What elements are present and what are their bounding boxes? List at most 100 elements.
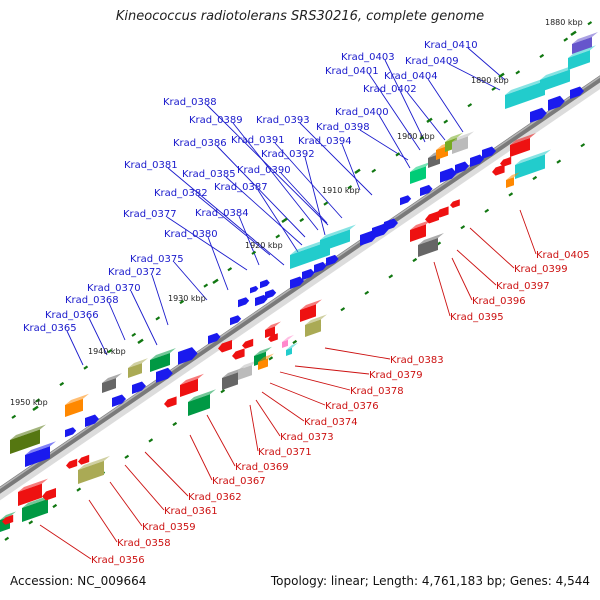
leader-line <box>274 142 343 219</box>
leader-line <box>88 317 108 356</box>
gene-label: Krad_0377 <box>123 209 177 220</box>
leader-line <box>451 257 473 301</box>
gene-arrow <box>570 86 584 99</box>
gene-arrow <box>482 146 496 159</box>
scale-tick <box>426 117 433 124</box>
gene-block <box>510 133 536 157</box>
gene-block <box>25 441 56 467</box>
leader-line <box>359 129 409 161</box>
leader-line <box>406 91 446 141</box>
leader-line <box>519 209 537 255</box>
leader-line <box>269 382 326 406</box>
gene-block <box>572 32 598 54</box>
leader-line <box>341 143 361 191</box>
gene-label: Krad_0358 <box>117 538 171 549</box>
scale-tick <box>412 257 418 263</box>
scale-tick <box>364 290 370 295</box>
gene-block <box>305 314 327 337</box>
leader-line <box>206 414 236 467</box>
scale-tick <box>107 349 113 354</box>
gene-label: Krad_0359 <box>142 522 196 533</box>
accession-text: Accession: NC_009664 <box>10 574 147 588</box>
gene-arrow <box>156 367 173 383</box>
gene-label: Krad_0399 <box>514 264 568 275</box>
gene-block <box>102 373 122 393</box>
scale-tick <box>203 283 209 288</box>
gene-block <box>128 358 148 378</box>
scale-tick <box>268 356 274 361</box>
scale-tick <box>281 217 288 224</box>
scale-tick <box>148 438 154 443</box>
scale-tick <box>515 70 521 75</box>
gene-label: Krad_0371 <box>258 447 312 458</box>
scale-tick <box>443 119 449 124</box>
gene-label: Krad_0383 <box>390 355 444 366</box>
gene-block <box>300 299 322 322</box>
scale-tick <box>580 143 586 148</box>
scale-tick <box>532 175 538 181</box>
leader-line <box>279 371 351 391</box>
scale-tick <box>299 217 305 223</box>
leader-line <box>173 261 208 301</box>
gene-label: Krad_0365 <box>23 323 77 334</box>
leader-line <box>456 249 497 286</box>
scale-tick <box>220 389 226 394</box>
scale-label: 1890 kbp <box>471 76 509 85</box>
scale-tick <box>419 135 425 141</box>
gene-arrow <box>242 338 254 349</box>
gene-labels: Krad_0410 Krad_0403 Krad_0409 Krad_0401 Krad… <box>23 40 590 566</box>
gene-label: Krad_0405 <box>536 250 590 261</box>
gene-label: Krad_0366 <box>45 310 99 321</box>
leader-line <box>225 176 303 246</box>
scale-tick <box>323 201 329 206</box>
leader-line <box>294 365 370 375</box>
gene-arrow <box>265 289 277 300</box>
gene-block <box>452 131 474 154</box>
gene-label: Krad_0397 <box>496 281 550 292</box>
gene-label: Krad_0390 <box>237 165 291 176</box>
gene-arrow <box>268 333 278 342</box>
gene-arrow <box>450 199 460 208</box>
leader-line <box>109 481 143 527</box>
gene-label: Krad_0374 <box>304 417 358 428</box>
gene-label: Krad_0392 <box>261 149 315 160</box>
gene-label: Krad_0387 <box>214 182 268 193</box>
gene-label: Krad_0361 <box>164 506 218 517</box>
scale-tick <box>347 185 353 190</box>
gene-label: Krad_0395 <box>450 312 504 323</box>
gene-label: Krad_0381 <box>124 160 178 171</box>
gene-label: Krad_0367 <box>212 476 266 487</box>
scale-tick <box>83 365 89 370</box>
gene-label: Krad_0356 <box>91 555 145 566</box>
scale-label: 1950 kbp <box>10 398 48 407</box>
scale-tick <box>484 208 490 213</box>
scale-tick <box>59 381 65 387</box>
gene-label: Krad_0368 <box>65 295 119 306</box>
gene-block <box>568 45 596 70</box>
gene-features <box>0 32 598 532</box>
scale-label: 1920 kbp <box>245 241 283 250</box>
gene-arrow <box>230 315 242 326</box>
leader-line <box>280 172 328 224</box>
gene-arrow <box>255 294 268 307</box>
leader-line <box>108 302 126 341</box>
scale-tick <box>460 225 466 230</box>
gene-label: Krad_0403 <box>341 52 395 63</box>
gene-block <box>18 478 48 506</box>
map-title: Kineococcus radiotolerans SRS30216, comp… <box>115 9 485 24</box>
gene-block <box>258 353 274 370</box>
gene-label: Krad_0382 <box>154 188 208 199</box>
gene-block <box>10 424 46 454</box>
leader-line <box>261 391 305 422</box>
scale-ticks <box>4 21 593 541</box>
gene-label: Krad_0410 <box>424 40 478 51</box>
leader-line <box>207 236 229 291</box>
scale-tick <box>539 53 545 59</box>
scale-tick <box>491 86 497 91</box>
gene-block <box>505 76 551 109</box>
scale-labels: 1880 kbp 1890 kbp 1900 kbp 1910 kbp 1920 kbp… <box>10 18 583 407</box>
scale-tick <box>124 454 130 459</box>
gene-arrow <box>260 279 270 289</box>
gene-block <box>65 393 89 417</box>
gene-arrow <box>420 184 433 197</box>
